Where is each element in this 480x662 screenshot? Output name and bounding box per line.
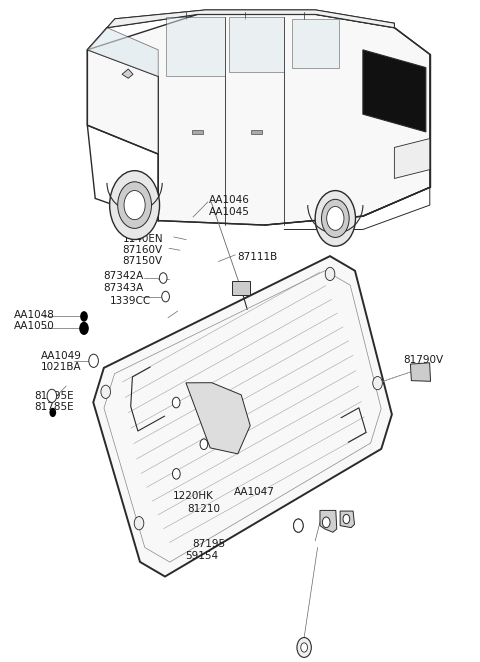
Text: 1220HK: 1220HK — [173, 491, 214, 501]
Bar — [251, 130, 263, 134]
Polygon shape — [410, 363, 431, 381]
Circle shape — [162, 291, 169, 302]
Polygon shape — [87, 28, 158, 77]
Text: AA1049: AA1049 — [41, 351, 82, 361]
Circle shape — [301, 643, 308, 652]
Circle shape — [373, 377, 383, 390]
Circle shape — [325, 267, 335, 281]
Circle shape — [118, 182, 152, 228]
Circle shape — [47, 389, 57, 402]
Polygon shape — [87, 10, 395, 50]
Circle shape — [172, 469, 180, 479]
Circle shape — [49, 408, 56, 417]
Text: 81785E: 81785E — [35, 402, 74, 412]
Polygon shape — [320, 510, 337, 532]
Bar — [232, 281, 250, 295]
Polygon shape — [292, 19, 339, 68]
Text: 81210: 81210 — [187, 504, 220, 514]
Circle shape — [159, 273, 167, 283]
Circle shape — [134, 516, 144, 530]
Text: 1339CC: 1339CC — [109, 296, 151, 306]
Text: 81790V: 81790V — [403, 355, 444, 365]
Circle shape — [172, 397, 180, 408]
Text: AA1048: AA1048 — [13, 310, 54, 320]
Circle shape — [343, 514, 350, 524]
Circle shape — [322, 199, 349, 238]
Circle shape — [200, 439, 208, 449]
Circle shape — [101, 385, 110, 399]
Polygon shape — [166, 17, 225, 77]
Polygon shape — [122, 69, 133, 78]
Circle shape — [124, 191, 145, 220]
Polygon shape — [229, 17, 284, 72]
Circle shape — [294, 519, 303, 532]
Circle shape — [89, 354, 98, 367]
Polygon shape — [340, 511, 355, 528]
Text: 87342A: 87342A — [103, 271, 144, 281]
Text: AA1046: AA1046 — [209, 195, 250, 205]
Polygon shape — [186, 383, 250, 454]
Text: 87160V: 87160V — [122, 245, 163, 255]
Circle shape — [79, 322, 89, 335]
Text: AA1047: AA1047 — [234, 487, 275, 496]
Circle shape — [315, 191, 356, 246]
Text: 87111B: 87111B — [238, 252, 278, 261]
Text: AA1045: AA1045 — [209, 207, 250, 216]
Text: 87343A: 87343A — [103, 283, 144, 293]
Text: AA1050: AA1050 — [13, 321, 54, 331]
Text: 81795E: 81795E — [35, 391, 74, 401]
Circle shape — [109, 171, 159, 240]
Polygon shape — [87, 15, 430, 225]
Circle shape — [297, 638, 312, 657]
Text: 59154: 59154 — [185, 551, 218, 561]
Text: 1140EN: 1140EN — [122, 234, 163, 244]
Text: 87150V: 87150V — [122, 256, 163, 266]
Circle shape — [80, 311, 88, 322]
Polygon shape — [93, 256, 392, 577]
Polygon shape — [395, 138, 430, 179]
Circle shape — [294, 519, 303, 532]
Text: 1021BA: 1021BA — [41, 362, 82, 372]
Circle shape — [327, 207, 344, 230]
Text: 87195: 87195 — [192, 539, 225, 549]
Circle shape — [323, 517, 330, 528]
Polygon shape — [363, 50, 426, 132]
Bar — [192, 130, 204, 134]
